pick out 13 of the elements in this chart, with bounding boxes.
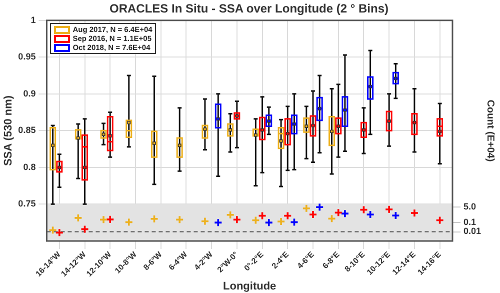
y-tick-label: 0.8: [23, 162, 36, 172]
y-tick-label: 0.85: [18, 125, 36, 136]
y2-tick-label: 5.0: [463, 201, 476, 212]
y-tick-label: 0.9: [23, 88, 36, 98]
y2-tick-label: 0.1: [463, 217, 476, 228]
chart-title: ORACLES In Situ - SSA over Longitude (2 ° Bins): [109, 2, 389, 16]
y-tick-label: 1: [30, 14, 36, 25]
y2-tick-label: 0.01: [463, 226, 482, 236]
y2-axis-title: Count (E+04): [484, 100, 496, 162]
y-tick-label: 0.95: [18, 52, 36, 62]
x-axis-title: Longitude: [223, 280, 276, 292]
y-tick-label: 0.75: [18, 198, 36, 209]
y-axis-title: SSA (530 nm): [2, 95, 15, 166]
